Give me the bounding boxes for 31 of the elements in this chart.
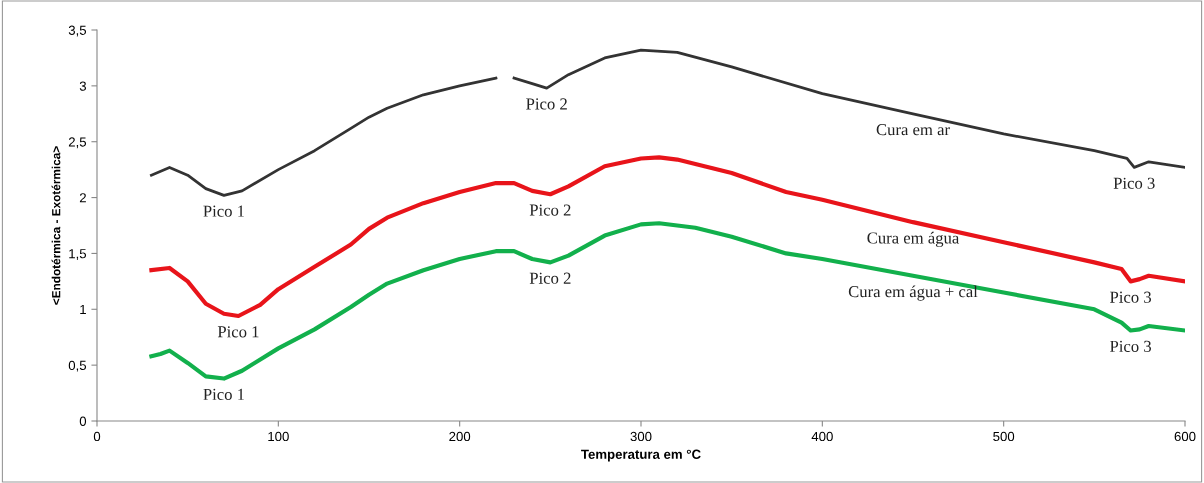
x-tick-label: 0 [93, 431, 101, 442]
y-tick-label: 0 [79, 416, 87, 426]
annotation: Pico 1 [203, 388, 244, 400]
y-tick-label: 1,5 [69, 249, 87, 260]
x-tick-label: 300 [630, 431, 652, 442]
annotation: Pico 2 [526, 98, 567, 110]
annotation: Pico 3 [1110, 291, 1152, 303]
annotation: Cura em ar [876, 124, 950, 136]
y-tick-label: 2,5 [68, 137, 87, 149]
x-tick-label: 100 [268, 431, 289, 442]
annotation: Cura em água + cal [848, 285, 978, 301]
annotation: Pico 1 [203, 205, 244, 217]
line-series [149, 221, 1185, 381]
y-tick-label: 3 [79, 81, 86, 91]
y-axis-title: <Endotérmica - Exotérmica> [51, 146, 61, 305]
y-tick-label: 2 [79, 193, 86, 203]
x-axis-title: Temperatura em °C [581, 449, 701, 462]
x-tick-label: 600 [1174, 431, 1196, 442]
annotation: Pico 3 [1113, 177, 1155, 189]
annotation: Pico 2 [529, 204, 571, 216]
y-tick-label: 3,5 [68, 25, 87, 37]
x-tick-label: 200 [449, 431, 471, 442]
annotation: Cura em água [867, 231, 960, 248]
x-tick-label: 400 [811, 431, 833, 442]
line-series [149, 155, 1185, 319]
annotation: Pico 2 [529, 272, 571, 284]
annotation: Pico 1 [217, 326, 259, 338]
y-tick-label: 0,5 [68, 360, 87, 372]
x-tick-label: 500 [993, 431, 1015, 442]
annotation: Pico 3 [1110, 340, 1152, 352]
y-tick-label: 1 [80, 304, 86, 315]
